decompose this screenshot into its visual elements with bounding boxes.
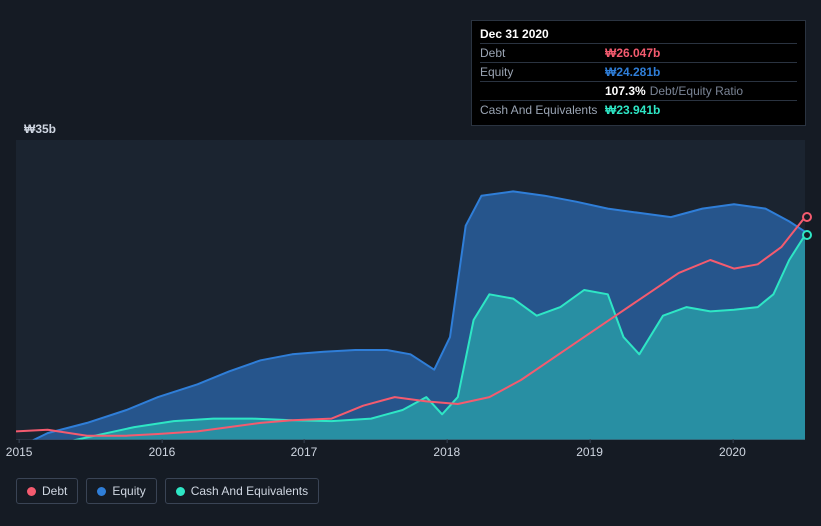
tooltip-row-value: 107.3% [605,84,646,98]
legend-label: Equity [112,484,145,498]
tooltip-row-value: ₩26.047b [605,46,660,60]
legend-label: Cash And Equivalents [191,484,308,498]
tooltip-row: Cash And Equivalents₩23.941b [480,100,797,119]
tooltip-row: Equity₩24.281b [480,62,797,81]
legend-dot-icon [176,487,185,496]
x-tick: 2017 [291,445,318,459]
tooltip-row-label [480,84,605,98]
tooltip-row-sublabel: Debt/Equity Ratio [650,84,743,98]
y-tick-max: ₩35b [24,122,56,136]
legend-label: Debt [42,484,67,498]
tooltip-title: Dec 31 2020 [480,27,797,41]
legend-item[interactable]: Cash And Equivalents [165,478,319,504]
legend-dot-icon [97,487,106,496]
x-tick: 2015 [6,445,33,459]
tooltip-row-label: Debt [480,46,605,60]
legend: Debt Equity Cash And Equivalents [16,478,319,504]
legend-item[interactable]: Debt [16,478,78,504]
tooltip-row-label: Cash And Equivalents [480,103,605,117]
tooltip-row-label: Equity [480,65,605,79]
legend-item[interactable]: Equity [86,478,156,504]
tooltip-row: 107.3% Debt/Equity Ratio [480,81,797,100]
x-tick: 2016 [149,445,176,459]
tooltip-row: Debt₩26.047b [480,43,797,62]
tooltip-row-value: ₩23.941b [605,103,660,117]
chart-plot-area[interactable] [16,140,805,440]
x-axis: 201520162017201820192020 [16,445,805,465]
legend-dot-icon [27,487,36,496]
x-tick: 2020 [719,445,746,459]
series-end-marker [802,230,812,240]
series-end-marker [802,212,812,222]
tooltip-row-value: ₩24.281b [605,65,660,79]
x-tick: 2019 [576,445,603,459]
x-tick: 2018 [433,445,460,459]
chart-tooltip: Dec 31 2020 Debt₩26.047bEquity₩24.281b10… [471,20,806,126]
